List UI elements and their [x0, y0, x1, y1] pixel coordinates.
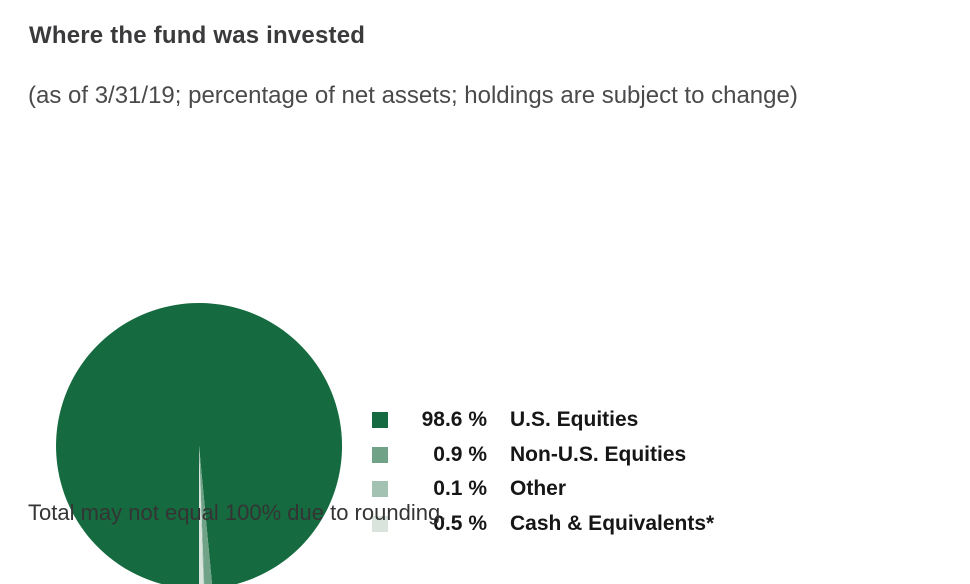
legend-label: U.S. Equities	[510, 408, 639, 432]
legend-swatch	[372, 446, 388, 463]
legend-value: 0.5 %	[433, 512, 487, 536]
legend-item: 0.1 % Other	[372, 472, 714, 507]
rounding-footnote: Total may not equal 100% due to rounding…	[28, 500, 447, 525]
pie-slice-u-s-equities	[56, 303, 343, 584]
legend-item: 98.6 % U.S. Equities	[372, 403, 714, 438]
legend-value: 0.9 %	[433, 442, 487, 466]
legend-swatch	[372, 412, 388, 429]
legend-value: 98.6 %	[421, 408, 487, 432]
legend-item: 0.5 % Cash & Equivalents*	[372, 507, 714, 542]
page-title: Where the fund was invested	[29, 22, 366, 49]
pie-slice-non-u-s-equities	[199, 446, 213, 584]
pie-slice-cash-equivalents	[199, 446, 204, 584]
pie-chart	[56, 303, 343, 584]
legend-value: 0.1 %	[433, 477, 487, 501]
legend-swatch	[372, 516, 388, 533]
legend-label: Cash & Equivalents*	[510, 512, 715, 536]
legend-label: Non-U.S. Equities	[510, 442, 687, 466]
legend-label: Other	[510, 477, 567, 501]
chart-legend: 98.6 % U.S. Equities 0.9 % Non-U.S. Equitie…	[372, 403, 714, 541]
pie-slice-other	[199, 446, 205, 584]
page-subtitle: (as of 3/31/19; percentage of net assets…	[28, 82, 798, 109]
allocation-chart: 98.6 % U.S. Equities 0.9 % Non-U.S. Equitie…	[0, 140, 970, 584]
legend-swatch	[372, 481, 388, 498]
legend-item: 0.9 % Non-U.S. Equities	[372, 438, 714, 473]
